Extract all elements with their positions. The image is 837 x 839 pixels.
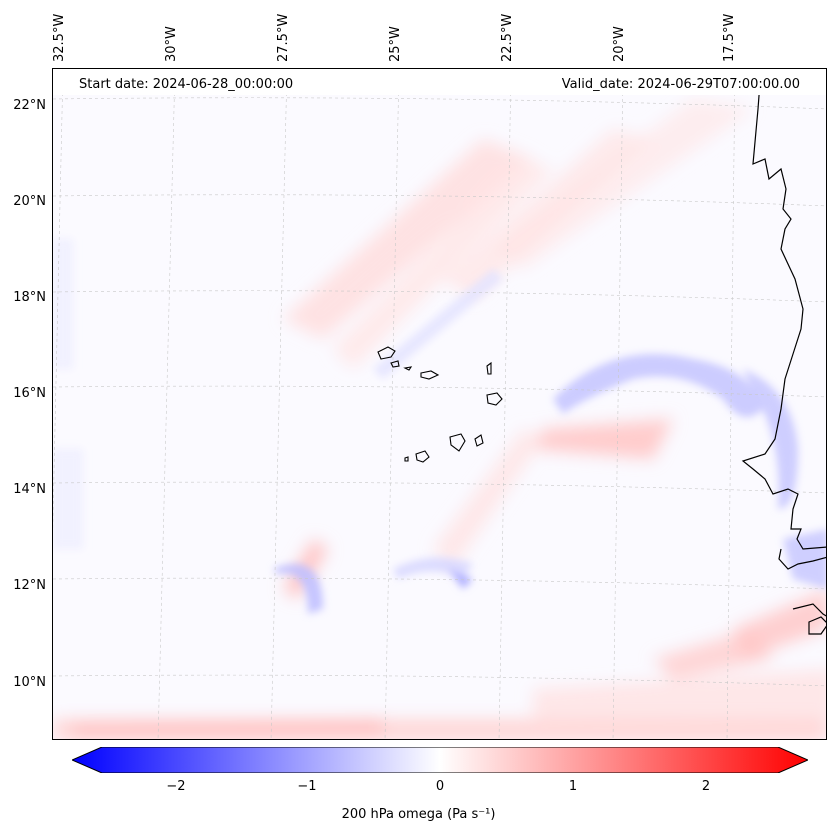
lat-label-22n: 22°N <box>13 98 46 113</box>
colorbar-tick-0: 0 <box>435 779 445 794</box>
lon-label-20w: 20°W <box>612 26 627 62</box>
map-panel: Start date: 2024-06-28_00:00:00 Valid_da… <box>52 68 827 740</box>
lon-label-22-5w: 22.5°W <box>500 13 515 62</box>
colorbar-tick-minus1: −1 <box>297 779 317 794</box>
coastline <box>741 69 826 635</box>
lat-label-12n: 12°N <box>13 578 46 593</box>
lat-label-10n: 10°N <box>13 675 46 690</box>
lon-label-25w: 25°W <box>388 26 403 62</box>
lon-label-27-5w: 27.5°W <box>276 13 291 62</box>
lat-label-14n: 14°N <box>13 482 46 497</box>
negative-omega-field <box>53 239 826 614</box>
lat-label-18n: 18°N <box>13 290 46 305</box>
graticule <box>53 69 826 739</box>
lon-label-17-5w: 17.5°W <box>722 13 737 62</box>
lat-label-16n: 16°N <box>13 386 46 401</box>
cape-verde-islands <box>377 346 503 463</box>
colorbar-label: 200 hPa omega (Pa s⁻¹) <box>341 807 496 822</box>
date-bar: Start date: 2024-06-28_00:00:00 Valid_da… <box>53 69 826 95</box>
start-date-label: Start date: 2024-06-28_00:00:00 <box>79 77 294 92</box>
valid-date-label: Valid_date: 2024-06-29T07:00:00.00 <box>561 77 800 92</box>
colorbar <box>72 747 808 773</box>
lat-label-20n: 20°N <box>13 194 46 209</box>
colorbar-tick-minus2: −2 <box>166 779 186 794</box>
colorbar-tick-1: 1 <box>568 779 578 794</box>
lon-label-30w: 30°W <box>164 26 179 62</box>
lon-label-32-5w: 32.5°W <box>52 13 67 62</box>
colorbar-tick-2: 2 <box>701 779 711 794</box>
omega-field <box>53 69 826 739</box>
